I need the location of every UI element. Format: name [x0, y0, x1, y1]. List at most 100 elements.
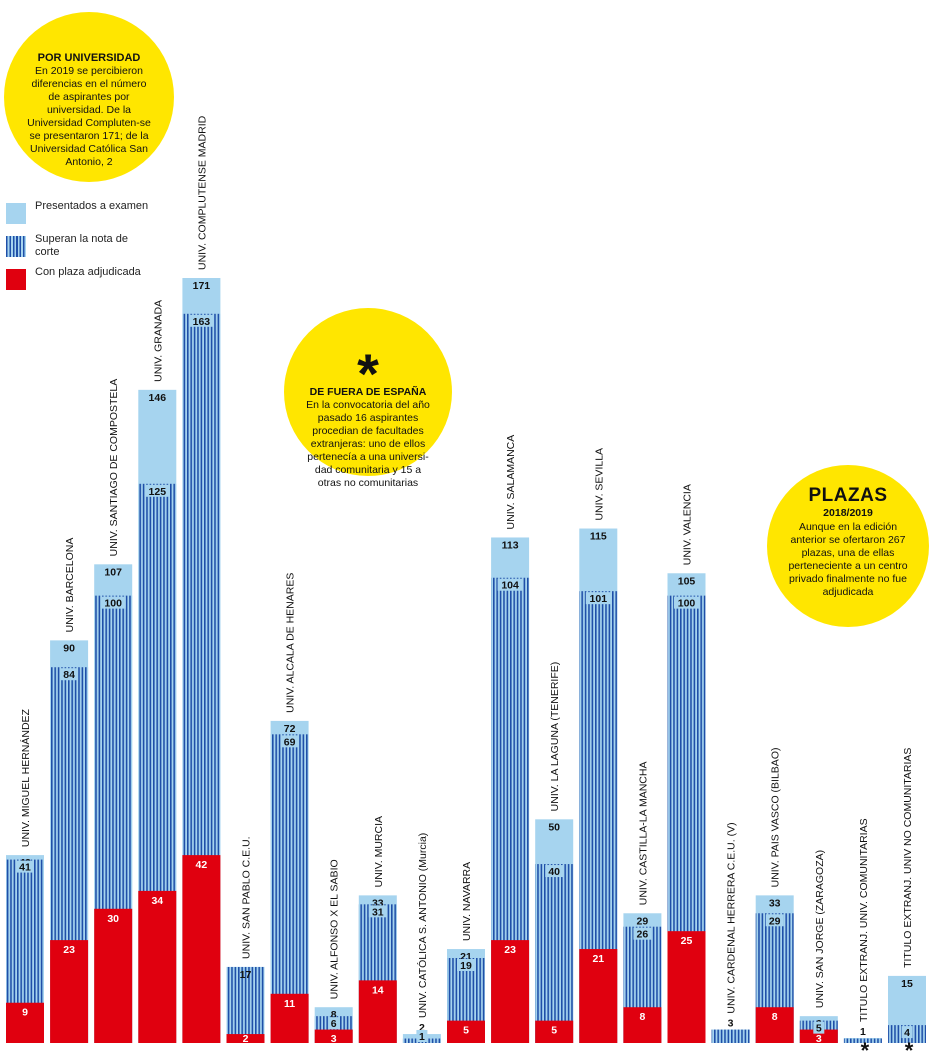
label-pass: 100: [104, 598, 122, 610]
label-pass: 19: [460, 960, 472, 972]
label-plaza: 8: [772, 1011, 778, 1023]
label-plaza: 14: [372, 984, 384, 996]
callout-fuera-de-espana-body: En la convocatoria del año pasado 16 asp…: [306, 399, 430, 489]
label-pass: 100: [678, 598, 696, 610]
label-presented: 1: [860, 1026, 866, 1038]
category-label: UNIV. ALCALA DE HENARES: [285, 573, 297, 713]
label-pass: 163: [193, 316, 211, 328]
bar-plaza: [270, 993, 309, 1043]
label-pass-bg: [60, 668, 79, 681]
label-presented: 15: [901, 978, 913, 990]
category-label: UNIV. MIGUEL HERNÁNDEZ: [19, 708, 32, 847]
label-presented: 72: [284, 723, 296, 735]
bar-plaza: [579, 949, 618, 1043]
bar-plaza: [50, 940, 89, 1043]
bar-plaza: [491, 940, 530, 1043]
label-pass-bg: [100, 596, 126, 609]
label-plaza: 3: [816, 1033, 822, 1045]
label-presented: 107: [104, 566, 122, 578]
callout-plazas-subtitle: 2018/2019: [823, 507, 873, 519]
label-plaza: 8: [639, 1011, 645, 1023]
legend-item-presented: Presentados a examen: [6, 200, 166, 228]
callout-por-universidad: POR UNIVERSIDAD En 2019 se percibieron d…: [4, 12, 174, 182]
category-label: UNIV. SAN JORGE (ZARAGOZA): [814, 850, 826, 1008]
label-plaza: 30: [107, 913, 119, 925]
label-pass-bg: [188, 314, 214, 327]
category-label: UNIV. BARCELONA: [64, 538, 76, 633]
label-pass: 41: [19, 862, 31, 874]
label-presented: 171: [193, 280, 211, 292]
label-pass-bg: [633, 927, 652, 940]
category-label: UNIV. CATÓLICA S. ANTONIO (Murcia): [416, 833, 429, 1018]
label-pass-bg: [144, 484, 170, 497]
label-plaza: 11: [284, 998, 295, 1010]
asterisk-icon: *: [357, 342, 379, 405]
legend-swatch-plaza: [6, 269, 26, 290]
label-plaza: 5: [551, 1025, 557, 1037]
callout-plazas: PLAZAS 2018/2019 Aunque en la edición an…: [767, 465, 929, 627]
bar-plaza: [6, 1002, 44, 1043]
category-label: UNIV. PAIS VASCO (BILBAO): [770, 748, 782, 888]
label-pass: 4: [904, 1027, 910, 1039]
category-label: UNIV. GRANADA: [152, 300, 164, 382]
category-label: UNIV. CASTILLA-LA MANCHA: [637, 762, 649, 906]
label-plaza: 23: [63, 944, 75, 956]
label-pass-bg: [901, 1026, 913, 1039]
label-presented: 8: [331, 1009, 337, 1021]
label-pass-bg: [765, 914, 784, 927]
label-plaza: 23: [504, 944, 516, 956]
category-label: UNIV. ALFONSO X EL SABIO: [329, 859, 341, 999]
callout-fuera-de-espana: * DE FUERA DE ESPAÑA En la convocatoria …: [284, 308, 452, 489]
label-pass: 31: [372, 906, 384, 918]
label-pass: 40: [548, 866, 560, 878]
callout-plazas-title: PLAZAS: [808, 485, 888, 506]
label-pass: 101: [590, 593, 608, 605]
label-pass-bg: [585, 592, 611, 605]
callout-plazas-body: Aunque en la edición anterior se ofertar…: [788, 521, 908, 598]
legend-swatch-pass: [6, 236, 26, 257]
bar-plaza: [755, 1007, 794, 1043]
asterisk-icon: *: [905, 1038, 914, 1057]
label-pass-bg: [813, 1021, 825, 1034]
label-plaza: 25: [681, 935, 693, 947]
bar-plaza: [226, 1034, 265, 1043]
bar-plaza: [447, 1020, 485, 1043]
bar-plaza: [623, 1007, 662, 1043]
category-label: UNIV. SAN PABLO C.E.U.: [241, 836, 253, 959]
label-pass-bg: [280, 735, 299, 748]
category-label: UNIV. SANTIAGO DE COMPOSTELA: [108, 379, 120, 557]
legend-item-plaza: Con plaza adjudicada: [6, 266, 166, 294]
label-pass-bg: [368, 905, 387, 918]
bar-plaza: [667, 931, 706, 1043]
category-label: UNIV. CARDENAL HERRERA C.E.U. (V): [726, 822, 738, 1013]
category-label: UNIV. VALENCIA: [682, 484, 694, 565]
label-pass: 69: [284, 736, 296, 748]
label-pass: 5: [816, 1023, 822, 1035]
label-pass-bg: [674, 596, 699, 609]
bar-pass: [535, 864, 574, 1043]
bar-pass: [226, 966, 265, 1043]
label-presented: 90: [63, 642, 75, 654]
label-pass: 84: [63, 669, 75, 681]
label-pass-bg: [545, 865, 564, 878]
bar-pass: [270, 734, 309, 1043]
label-plaza: 3: [331, 1033, 337, 1045]
callout-por-universidad-body: En 2019 se percibieron diferencias en el…: [27, 65, 151, 168]
legend-label-presented: Presentados a examen: [35, 200, 149, 212]
label-presented: 113: [502, 539, 519, 551]
label-presented: 3: [728, 1018, 734, 1030]
label-presented: 50: [548, 821, 560, 833]
label-pass: 125: [149, 486, 167, 498]
category-label: UNIV. SEVILLA: [593, 448, 605, 521]
category-label: UNIV. LA LAGUNA (TENERIFE): [549, 662, 561, 812]
label-presented: 146: [149, 392, 167, 404]
label-pass: 29: [769, 915, 781, 927]
callout-fuera-de-espana-title: DE FUERA DE ESPAÑA: [309, 386, 427, 398]
label-pass: 26: [637, 929, 649, 941]
bar-plaza: [535, 1020, 574, 1043]
label-pass-bg: [328, 1017, 340, 1030]
bar-plaza: [138, 890, 177, 1043]
category-label: TITULO EXTRANJ. UNIV NO COMUNITARIAS: [902, 748, 914, 968]
bar-plaza: [358, 980, 397, 1043]
